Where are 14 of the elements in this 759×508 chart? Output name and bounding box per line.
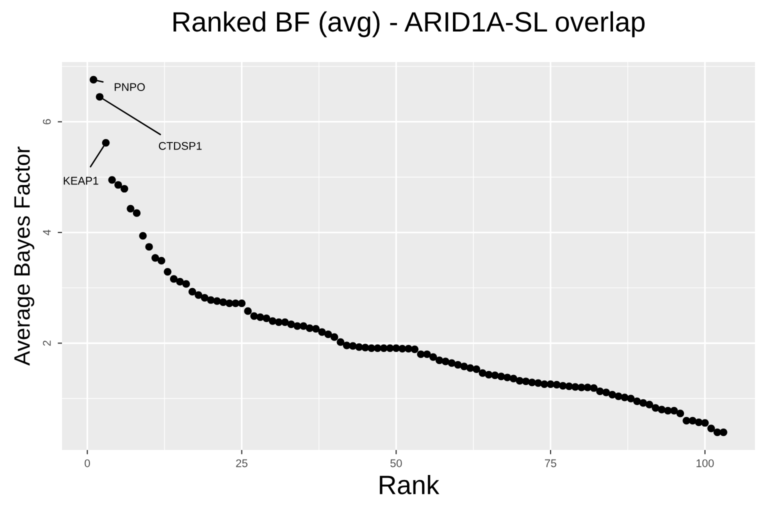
x-axis-title: Rank: [380, 474, 440, 494]
y-axis-title: Average Bayes Factor: [14, 146, 34, 366]
y-tick-label: 6: [42, 119, 51, 124]
annotation: KEAP1: [64, 176, 98, 185]
y-tick-label: 4: [43, 230, 51, 236]
x-tick-label: 25: [236, 459, 248, 468]
chart-title: Ranked BF (avg) - ARID1A-SL overlap: [174, 11, 645, 38]
annotation: CTDSP1: [158, 142, 202, 150]
x-tick-label: 50: [390, 459, 402, 468]
x-tick-label: 75: [544, 459, 556, 468]
y-tick-label: 2: [42, 340, 51, 346]
annotation: PNPO: [114, 83, 145, 92]
x-tick-label: 100: [696, 459, 714, 468]
x-tick-label: 0: [84, 459, 90, 468]
